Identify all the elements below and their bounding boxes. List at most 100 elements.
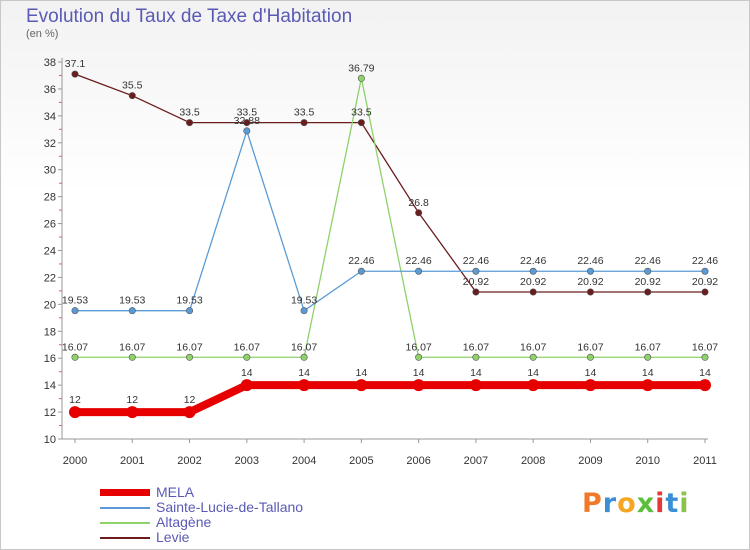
- legend-label: Altagène: [156, 514, 212, 530]
- data-label: 32.88: [234, 115, 260, 127]
- data-label: 20.92: [577, 276, 603, 288]
- data-point: [357, 267, 365, 275]
- legend-label: Sainte-Lucie-de-Tallano: [156, 499, 304, 515]
- series-line-2: [74, 77, 706, 358]
- y-tick-label: 10: [44, 434, 56, 446]
- data-label: 14: [356, 367, 368, 379]
- data-point: [415, 209, 423, 217]
- data-point: [584, 379, 597, 392]
- data-point: [240, 379, 253, 392]
- data-point: [415, 267, 423, 275]
- data-point: [243, 127, 251, 135]
- data-point: [586, 267, 594, 275]
- logo-letter: x: [636, 488, 656, 519]
- data-label: 19.53: [119, 295, 145, 307]
- series-lines: [71, 73, 709, 417]
- data-label: 16.07: [577, 341, 603, 353]
- data-point: [527, 379, 540, 392]
- data-label: 16.07: [520, 341, 546, 353]
- x-tick-label: 2005: [349, 455, 373, 467]
- data-point: [128, 92, 136, 100]
- chart-axes: 10 12 14 16 18 20 22 24 26 28 30 32 34 36 38 2000 2001 20…: [44, 57, 717, 467]
- data-label: 35.5: [122, 80, 143, 92]
- x-tick-label: 2004: [292, 455, 316, 467]
- logo-letter: i: [655, 488, 666, 519]
- data-label: 16.07: [119, 341, 145, 353]
- chart-subtitle: (en %): [26, 28, 59, 40]
- data-label: 20.92: [520, 276, 546, 288]
- data-label: 16.07: [463, 341, 489, 353]
- legend-swatch: [100, 522, 150, 524]
- data-point: [183, 406, 196, 419]
- data-label: 36.79: [348, 62, 374, 74]
- data-label: 33.5: [179, 107, 200, 119]
- y-tick-label: 30: [44, 165, 56, 177]
- series-line-3: [74, 73, 706, 293]
- data-label: 20.92: [635, 276, 661, 288]
- y-tick-label: 32: [44, 138, 56, 150]
- data-point: [357, 74, 365, 82]
- series-line-0: [71, 381, 709, 417]
- data-label: 14: [642, 367, 654, 379]
- y-tick-label: 20: [44, 299, 56, 311]
- data-point: [300, 353, 308, 361]
- data-point: [641, 379, 654, 392]
- data-label: 19.53: [176, 295, 202, 307]
- data-point: [69, 406, 81, 419]
- data-point: [126, 406, 139, 419]
- x-tick-label: 2006: [406, 455, 430, 467]
- data-point: [469, 379, 482, 392]
- data-point: [71, 353, 79, 361]
- data-point: [243, 119, 251, 127]
- data-label: 14: [470, 367, 482, 379]
- data-label: 14: [298, 367, 310, 379]
- data-label: 14: [699, 367, 711, 379]
- y-tick-label: 14: [44, 380, 56, 392]
- logo-letter: o: [617, 488, 637, 519]
- data-point: [586, 353, 594, 361]
- data-point: [644, 267, 652, 275]
- data-point: [529, 267, 537, 275]
- x-tick-label: 2011: [693, 455, 717, 467]
- data-label: 22.46: [405, 255, 431, 267]
- data-point: [529, 353, 537, 361]
- x-tick-label: 2007: [464, 455, 488, 467]
- data-label: 22.46: [635, 255, 661, 267]
- data-point: [355, 379, 368, 392]
- data-label: 16.07: [692, 341, 718, 353]
- y-tick-label: 36: [44, 84, 56, 96]
- logo-letter: i: [679, 488, 690, 519]
- series-line-1: [74, 130, 706, 312]
- data-label: 20.92: [692, 276, 718, 288]
- x-tick-label: 2008: [521, 455, 545, 467]
- y-tick-label: 12: [44, 407, 56, 419]
- data-label: 16.07: [635, 341, 661, 353]
- data-label: 16.07: [62, 341, 88, 353]
- x-tick-label: 2010: [635, 455, 659, 467]
- logo-letter: r: [602, 488, 618, 519]
- data-point: [412, 379, 425, 392]
- x-tick-label: 2002: [177, 455, 201, 467]
- data-point: [644, 353, 652, 361]
- legend-swatch: [100, 507, 150, 509]
- legend-label: Levie: [156, 529, 190, 545]
- y-tick-label: 38: [44, 57, 56, 69]
- legend-swatch: [100, 537, 150, 539]
- data-label: 14: [413, 367, 425, 379]
- data-label: 14: [527, 367, 539, 379]
- data-label: 14: [585, 367, 597, 379]
- logo-letter: P: [582, 488, 603, 519]
- data-label: 33.5: [237, 107, 258, 119]
- x-tick-label: 2009: [578, 455, 602, 467]
- legend-label: MELA: [156, 484, 195, 500]
- legend-swatch: [100, 489, 150, 496]
- data-label: 33.5: [294, 107, 315, 119]
- data-label: 33.5: [351, 107, 372, 119]
- data-point: [644, 288, 652, 296]
- data-point: [472, 288, 480, 296]
- y-tick-label: 28: [44, 192, 56, 204]
- data-label: 22.46: [463, 255, 489, 267]
- data-label: 14: [241, 367, 253, 379]
- data-label: 16.07: [291, 341, 317, 353]
